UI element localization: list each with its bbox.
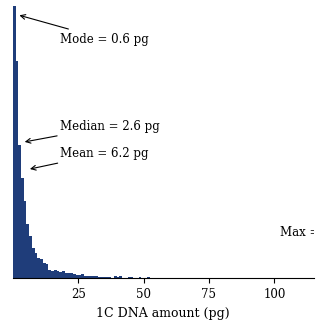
Bar bbox=[70, 273, 73, 278]
Bar bbox=[40, 259, 43, 278]
Bar bbox=[106, 277, 108, 278]
Bar bbox=[108, 276, 111, 278]
Text: Median = 2.6 pg: Median = 2.6 pg bbox=[26, 120, 160, 143]
Bar bbox=[16, 61, 18, 278]
Bar bbox=[35, 253, 37, 278]
Bar bbox=[117, 277, 119, 278]
Bar bbox=[100, 277, 103, 278]
Text: Mode = 0.6 pg: Mode = 0.6 pg bbox=[20, 15, 148, 45]
Bar bbox=[92, 276, 95, 278]
Bar bbox=[48, 270, 51, 278]
Bar bbox=[68, 273, 70, 278]
Bar bbox=[73, 274, 76, 278]
Bar bbox=[84, 276, 87, 278]
Bar bbox=[128, 277, 130, 278]
Bar bbox=[32, 248, 35, 278]
Bar bbox=[46, 264, 48, 278]
Bar bbox=[114, 276, 117, 278]
Bar bbox=[59, 272, 62, 278]
Bar bbox=[119, 276, 122, 278]
Bar bbox=[27, 224, 29, 278]
Bar bbox=[57, 271, 59, 278]
Bar bbox=[103, 277, 106, 278]
Bar bbox=[147, 277, 149, 278]
Bar bbox=[89, 276, 92, 278]
Bar bbox=[76, 275, 78, 278]
Bar bbox=[24, 201, 27, 278]
Bar bbox=[21, 178, 24, 278]
Bar bbox=[18, 145, 21, 278]
Bar bbox=[43, 263, 46, 278]
Bar bbox=[130, 277, 133, 278]
Bar bbox=[62, 271, 65, 278]
Bar bbox=[87, 276, 89, 278]
Bar bbox=[78, 275, 81, 278]
Bar bbox=[81, 274, 84, 278]
Bar bbox=[37, 258, 40, 278]
Bar bbox=[139, 277, 141, 278]
Bar bbox=[98, 277, 100, 278]
Text: Max =: Max = bbox=[280, 226, 319, 239]
Bar bbox=[29, 236, 32, 278]
Bar bbox=[65, 273, 68, 278]
X-axis label: 1C DNA amount (pg): 1C DNA amount (pg) bbox=[96, 307, 230, 320]
Bar bbox=[95, 276, 98, 278]
Bar bbox=[51, 271, 54, 278]
Bar bbox=[54, 270, 57, 278]
Bar bbox=[13, 6, 16, 278]
Text: Mean = 6.2 pg: Mean = 6.2 pg bbox=[31, 147, 148, 170]
